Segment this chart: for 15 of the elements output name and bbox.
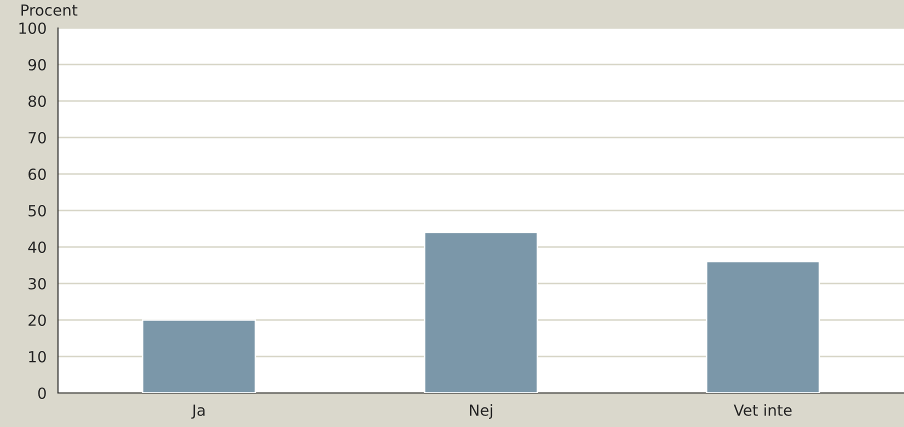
y-tick-label: 100: [19, 22, 46, 34]
y-tick-label: 80: [28, 95, 46, 108]
y-tick-label: 50: [28, 204, 46, 217]
x-tick-label: Vet inte: [734, 404, 792, 416]
y-tick-label: 0: [38, 387, 46, 400]
y-tick-label: 30: [28, 278, 46, 290]
y-tick-label: 40: [28, 241, 46, 254]
y-tick-label: 20: [28, 314, 46, 326]
y-axis-title: Procent: [22, 4, 78, 16]
y-tick-label: 90: [28, 58, 46, 71]
y-tick-label: 70: [28, 132, 46, 144]
x-tick-label: Nej: [470, 404, 492, 419]
y-tick-label: 60: [28, 168, 46, 180]
x-tick-label: Ja: [191, 404, 205, 419]
y-tick-label: 10: [29, 350, 46, 363]
